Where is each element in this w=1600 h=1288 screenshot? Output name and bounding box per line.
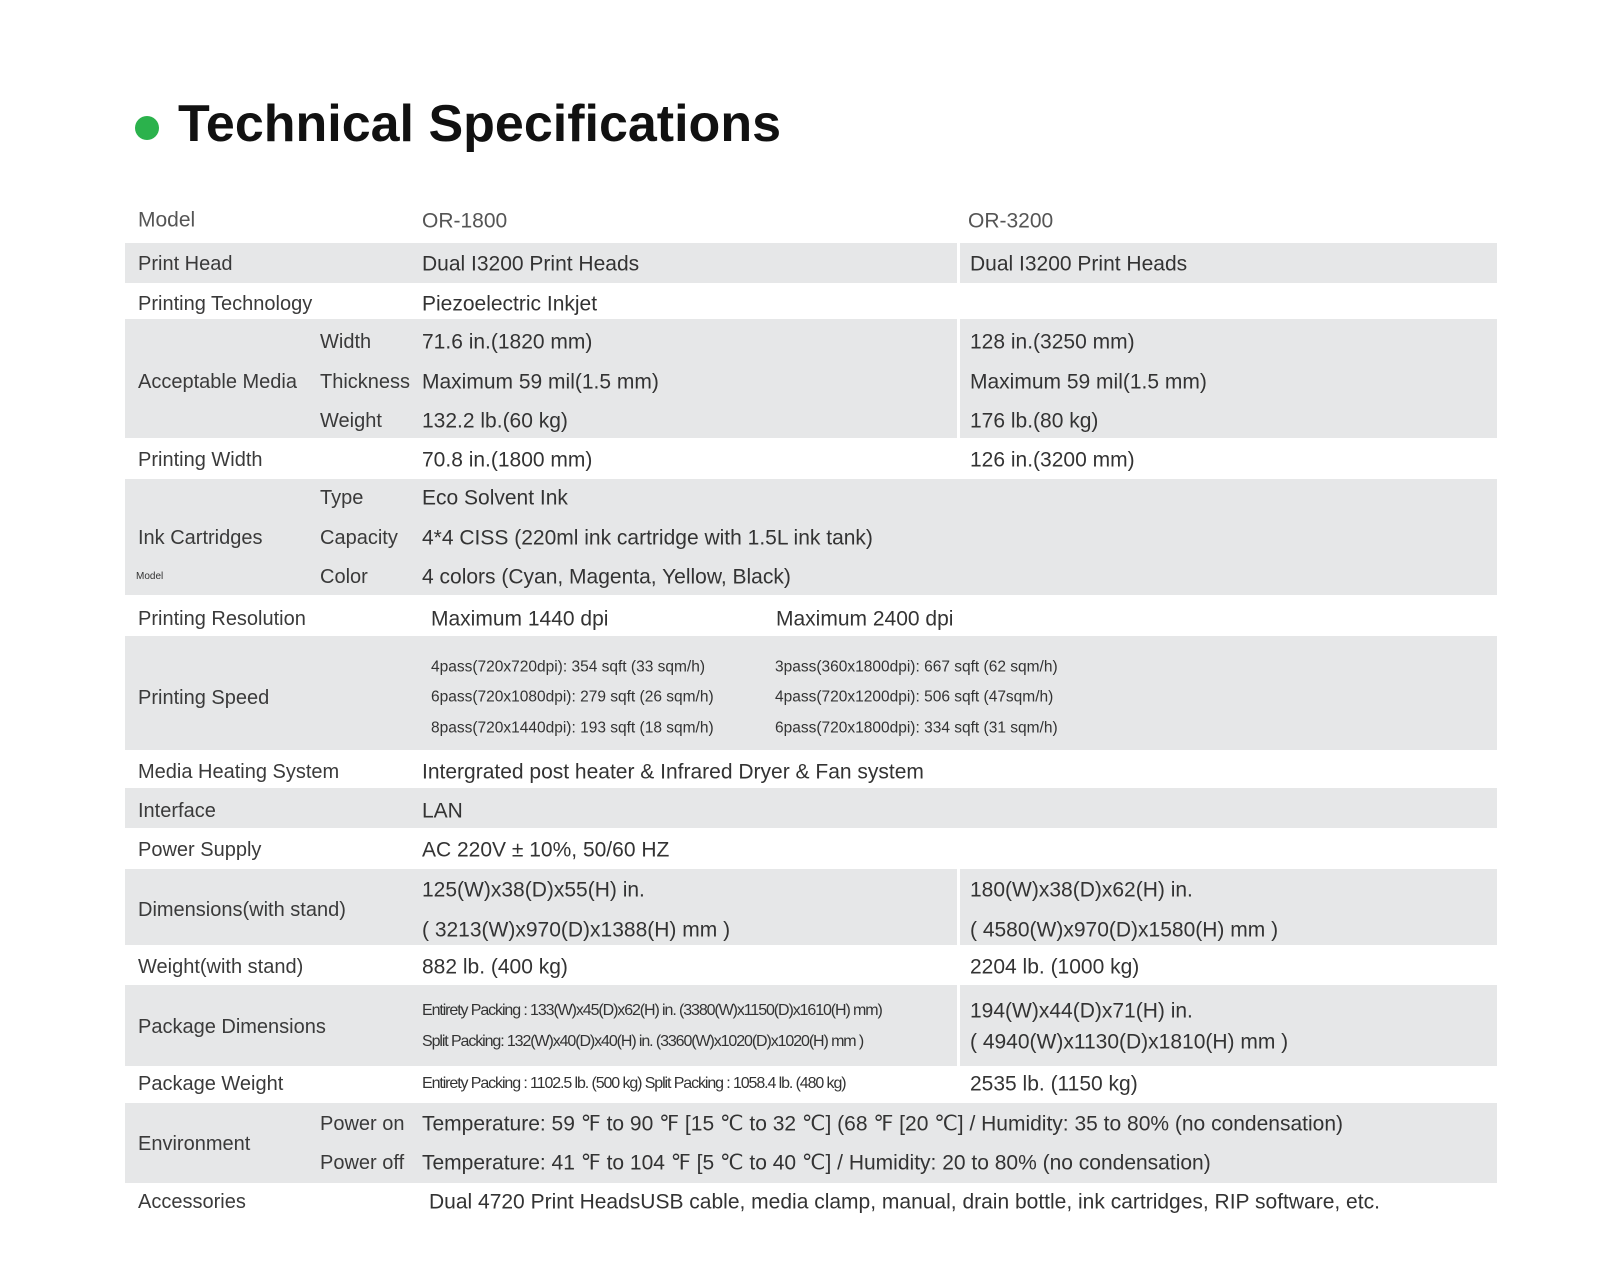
value-or1800: Entirety Packing : 133(W)x45(D)x62(H) in… <box>422 1002 883 1019</box>
row-label: Ink Cartridges <box>138 527 263 549</box>
value-or3200: ( 4940(W)x1130(D)x1810(H) mm ) <box>970 1030 1289 1054</box>
row-label: Media Heating System <box>138 761 340 783</box>
value-or1800: Temperature: 59 ℉ to 90 ℉ [15 ℃ to 32 ℃]… <box>422 1112 1343 1136</box>
value-or1800: 4 colors (Cyan, Magenta, Yellow, Black) <box>422 565 791 589</box>
value-or1800: 4pass(720x720dpi): 354 sqft (33 sqm/h) <box>431 658 705 676</box>
row-sublabel: Power on <box>320 1113 405 1135</box>
value-or1800: Temperature: 41 ℉ to 104 ℉ [5 ℃ to 40 ℃]… <box>422 1151 1211 1175</box>
value-or3200: ( 4580(W)x970(D)x1580(H) mm ) <box>970 918 1279 942</box>
value-or1800: Dual I3200 Print Heads <box>422 252 640 276</box>
value-or3200: 2204 lb. (1000 kg) <box>970 955 1140 979</box>
header-model-or3200: OR-3200 <box>968 209 1054 233</box>
table-row <box>125 788 1497 828</box>
table-row <box>125 636 1497 750</box>
page-title: Technical Specifications <box>178 95 782 153</box>
value-or3200: 194(W)x44(D)x71(H) in. <box>970 999 1193 1023</box>
value-or3200: 126 in.(3200 mm) <box>970 448 1135 472</box>
value-or3200: Maximum 59 mil(1.5 mm) <box>970 370 1207 394</box>
value-or1800: Piezoelectric Inkjet <box>422 292 598 316</box>
row-sublabel: Weight <box>320 410 382 432</box>
value-or3200: 176 lb.(80 kg) <box>970 409 1099 433</box>
value-or1800: 6pass(720x1080dpi): 279 sqft (26 sqm/h) <box>431 688 714 706</box>
value-or3200: 2535 lb. (1150 kg) <box>970 1072 1138 1096</box>
row-sublabel: Width <box>320 331 372 353</box>
table-row <box>125 319 1497 438</box>
value-or1800: LAN <box>422 799 463 823</box>
table-row <box>125 439 1497 479</box>
row-label: Print Head <box>138 253 233 275</box>
value-or3200: 180(W)x38(D)x62(H) in. <box>970 878 1193 902</box>
row-label: Environment <box>138 1132 251 1155</box>
row-label: Printing Speed <box>138 686 270 709</box>
table-row <box>125 985 1497 1066</box>
row-sublabel: Thickness <box>320 371 411 393</box>
row-sublabel: Type <box>320 487 364 509</box>
value-or1800: Maximum 1440 dpi <box>431 607 609 631</box>
row-sublabel: Power off <box>320 1152 405 1174</box>
table-row <box>125 946 1497 984</box>
row-label: Acceptable Media <box>138 371 297 393</box>
value-or3200: 3pass(360x1800dpi): 667 sqft (62 sqm/h) <box>775 658 1058 676</box>
column-divider <box>957 869 960 945</box>
value-or1800: Eco Solvent Ink <box>422 486 568 510</box>
row-label: Printing Technology <box>138 293 313 315</box>
value-or1800: 4*4 CISS (220ml ink cartridge with 1.5L … <box>422 526 873 550</box>
row-sublabel: Color <box>320 566 368 588</box>
value-or1800: Maximum 59 mil(1.5 mm) <box>422 370 659 394</box>
row-label: Package Weight <box>138 1073 284 1095</box>
row-label: Accessories <box>138 1191 246 1213</box>
row-label: Dimensions(with stand) <box>138 899 346 921</box>
value-or1800: 882 lb. (400 kg) <box>422 955 568 979</box>
header-model-or1800: OR-1800 <box>422 209 508 233</box>
row-sublabel: Capacity <box>320 527 398 549</box>
header-model-label: Model <box>138 208 196 232</box>
table-row <box>125 869 1497 945</box>
value-or3200: Maximum 2400 dpi <box>776 607 954 631</box>
value-or3200: 4pass(720x1200dpi): 506 sqft (47sqm/h) <box>775 688 1054 706</box>
value-or3200: 128 in.(3250 mm) <box>970 330 1135 354</box>
table-row <box>125 1103 1497 1183</box>
value-or1800: 70.8 in.(1800 mm) <box>422 448 593 472</box>
value-or1800: Entirety Packing : 1102.5 lb. (500 kg) S… <box>422 1075 847 1092</box>
column-divider <box>957 243 960 283</box>
value-or1800: Intergrated post heater & Infrared Dryer… <box>422 760 924 784</box>
column-divider <box>957 985 960 1066</box>
value-or1800: AC 220V ± 10%, 50/60 HZ <box>422 838 670 862</box>
value-or1800: 71.6 in.(1820 mm) <box>422 330 593 354</box>
value-or1800: Dual 4720 Print HeadsUSB cable, media cl… <box>429 1190 1380 1214</box>
value-or1800: ( 3213(W)x970(D)x1388(H) mm ) <box>422 918 731 942</box>
row-label: Printing Width <box>138 449 263 471</box>
table-row <box>125 284 1497 319</box>
row-note: Model <box>136 571 164 582</box>
row-label: Interface <box>138 800 216 822</box>
value-or1800: 125(W)x38(D)x55(H) in. <box>422 878 645 902</box>
row-label: Printing Resolution <box>138 608 306 630</box>
table-row <box>125 479 1497 595</box>
value-or1800: 132.2 lb.(60 kg) <box>422 409 568 433</box>
column-divider <box>957 319 960 438</box>
table-row <box>125 243 1497 283</box>
value-or3200: Dual I3200 Print Heads <box>970 252 1188 276</box>
row-label: Weight(with stand) <box>138 956 304 978</box>
row-label: Package Dimensions <box>138 1015 326 1038</box>
title-bullet-icon <box>135 116 159 140</box>
row-label: Power Supply <box>138 839 262 861</box>
value-or1800: Split Packing: 132(W)x40(D)x40(H) in. (3… <box>422 1033 864 1050</box>
table-row <box>125 829 1497 869</box>
value-or1800: 8pass(720x1440dpi): 193 sqft (18 sqm/h) <box>431 719 714 737</box>
value-or3200: 6pass(720x1800dpi): 334 sqft (31 sqm/h) <box>775 719 1058 737</box>
